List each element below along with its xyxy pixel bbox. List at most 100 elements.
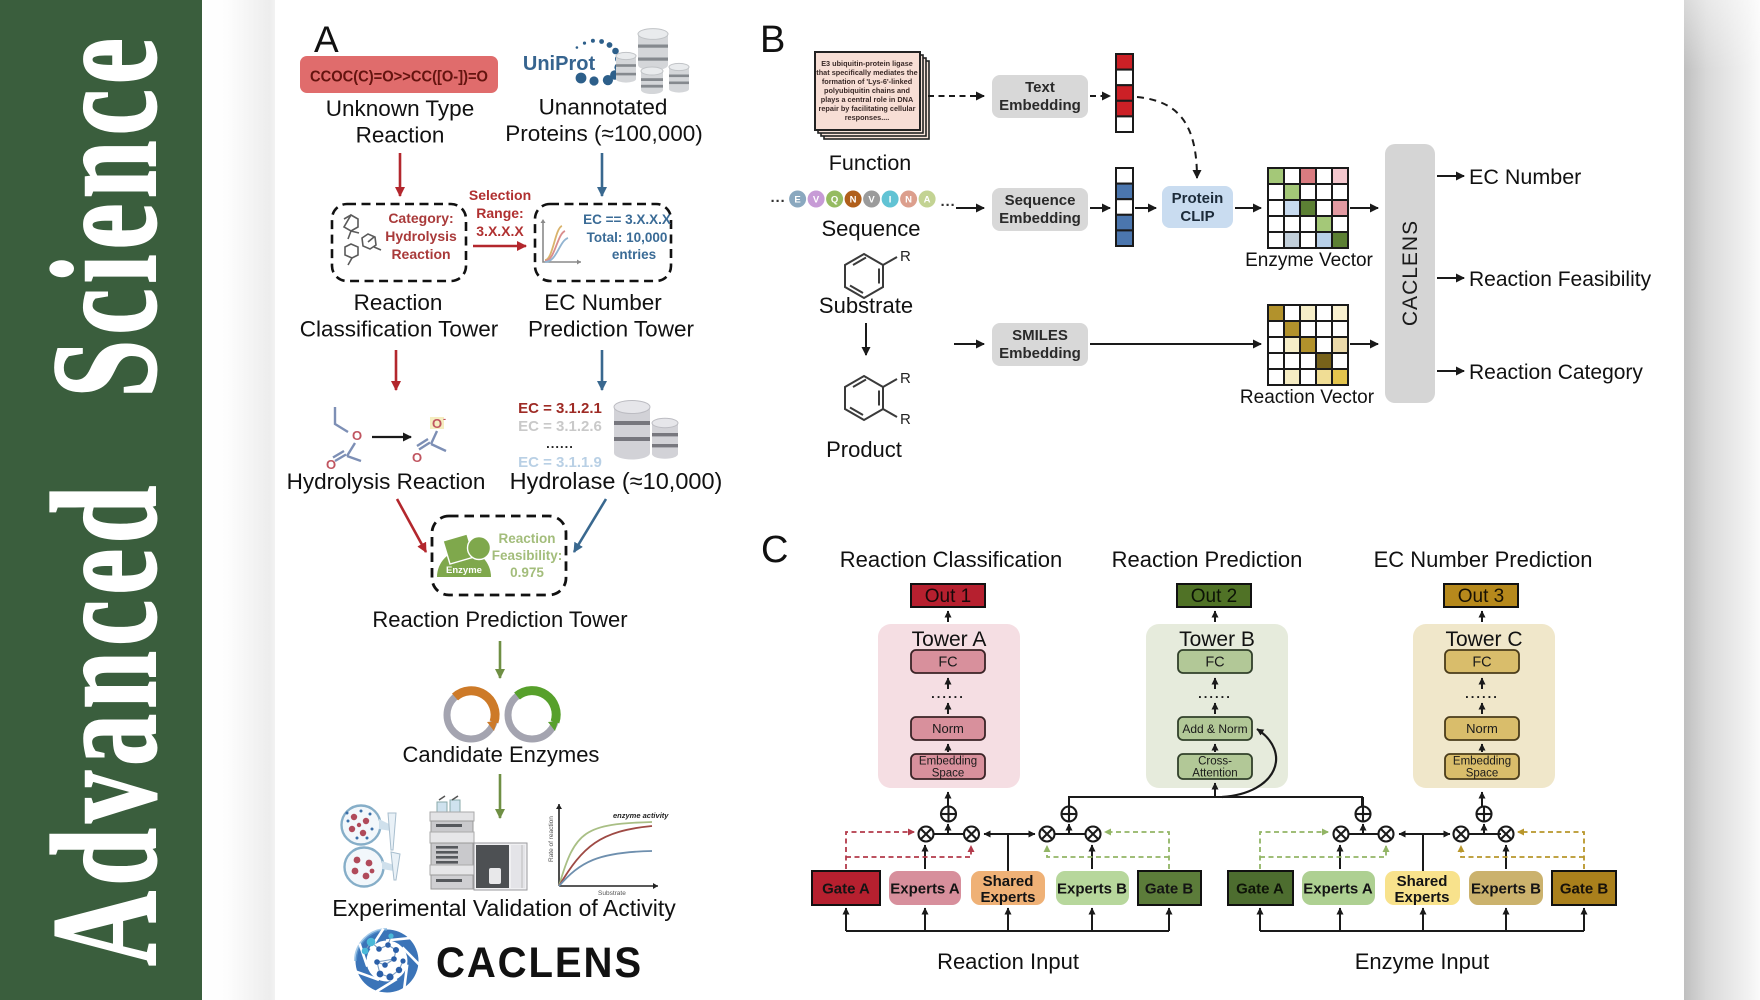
svg-text:E3 ubiquitin-protein ligase: E3 ubiquitin-protein ligase xyxy=(821,59,913,68)
svg-text:Reaction Category: Reaction Category xyxy=(1469,361,1643,384)
svg-text:Add & Norm: Add & Norm xyxy=(1182,722,1247,736)
svg-text:Candidate Enzymes: Candidate Enzymes xyxy=(403,742,600,767)
svg-text:Protein: Protein xyxy=(1172,190,1224,207)
svg-text:Advanced Science: Advanced Science xyxy=(22,38,188,966)
svg-text:Embedding: Embedding xyxy=(999,210,1081,227)
svg-text:Hydrolysis: Hydrolysis xyxy=(385,228,457,244)
svg-text:Reaction Prediction: Reaction Prediction xyxy=(1112,547,1303,572)
svg-text:I: I xyxy=(889,194,892,205)
svg-text:Substrate: Substrate xyxy=(598,890,626,897)
svg-text:O: O xyxy=(326,457,336,472)
svg-text:-: - xyxy=(443,414,446,424)
svg-text:EC Number: EC Number xyxy=(1469,165,1581,189)
svg-text:repair by facilitating cellula: repair by facilitating cellular xyxy=(819,104,916,113)
svg-text:O: O xyxy=(412,450,422,465)
svg-text:Tower A: Tower A xyxy=(912,628,987,651)
svg-text:Gate A: Gate A xyxy=(822,881,870,898)
svg-text:Out 3: Out 3 xyxy=(1458,586,1504,607)
svg-text:R: R xyxy=(900,411,911,428)
svg-text:A: A xyxy=(924,194,931,205)
svg-text:Reaction Prediction Tower: Reaction Prediction Tower xyxy=(372,607,627,632)
svg-text:Gate A: Gate A xyxy=(1236,881,1284,898)
svg-text:Hydrolysis Reaction: Hydrolysis Reaction xyxy=(287,469,486,494)
svg-text:Cross-: Cross- xyxy=(1198,756,1232,768)
svg-text:Tower B: Tower B xyxy=(1179,628,1255,651)
svg-text:Product: Product xyxy=(826,437,902,462)
svg-text:EC = 3.1.1.9: EC = 3.1.1.9 xyxy=(518,454,602,471)
svg-text:EC Number: EC Number xyxy=(544,290,662,315)
svg-text:Rate of reaction: Rate of reaction xyxy=(548,816,555,862)
svg-text:EC = 3.1.2.1: EC = 3.1.2.1 xyxy=(518,400,602,417)
svg-text:Tower C: Tower C xyxy=(1445,628,1522,651)
svg-text:Sequence: Sequence xyxy=(1005,192,1076,209)
svg-text:Attention: Attention xyxy=(1192,768,1237,780)
svg-text:Embedding: Embedding xyxy=(999,345,1081,362)
svg-text:N: N xyxy=(905,194,912,205)
svg-text:CCOC(C)=O>>CC([O-])=O: CCOC(C)=O>>CC([O-])=O xyxy=(310,69,488,86)
svg-text:3.X.X.X: 3.X.X.X xyxy=(476,223,524,239)
svg-text:B: B xyxy=(760,19,785,61)
svg-text:......: ...... xyxy=(1465,686,1499,701)
svg-text:Reaction Vector: Reaction Vector xyxy=(1240,387,1375,408)
svg-text:V: V xyxy=(868,194,875,205)
svg-text:FC: FC xyxy=(1205,655,1224,671)
svg-text:N: N xyxy=(850,194,857,205)
svg-text:Range:: Range: xyxy=(476,205,523,221)
svg-text:Embedding: Embedding xyxy=(999,97,1081,114)
svg-text:···: ··· xyxy=(771,193,786,210)
svg-text:CLIP: CLIP xyxy=(1180,208,1214,225)
svg-text:V: V xyxy=(813,194,820,205)
svg-text:R: R xyxy=(900,370,911,387)
svg-text:Experts A: Experts A xyxy=(890,881,960,898)
svg-text:Unannotated: Unannotated xyxy=(539,95,668,120)
svg-text:Experimental Validation of Act: Experimental Validation of Activity xyxy=(332,895,676,921)
svg-text:Out 2: Out 2 xyxy=(1191,586,1237,607)
svg-text:formation of 'Lys-6'-linked: formation of 'Lys-6'-linked xyxy=(822,77,912,86)
svg-text:Reaction: Reaction xyxy=(356,123,445,148)
svg-text:O: O xyxy=(432,416,442,431)
svg-text:Proteins (≈100,000): Proteins (≈100,000) xyxy=(505,121,702,146)
svg-text:Function: Function xyxy=(829,151,911,175)
svg-text:Enzyme Vector: Enzyme Vector xyxy=(1245,250,1373,271)
svg-text:EC = 3.1.2.6: EC = 3.1.2.6 xyxy=(518,418,602,435)
svg-text:CACLENS: CACLENS xyxy=(1399,220,1422,326)
svg-text:Enzyme: Enzyme xyxy=(446,565,482,576)
svg-text:A: A xyxy=(314,19,339,60)
svg-text:Classification Tower: Classification Tower xyxy=(300,317,499,342)
svg-text:......: ...... xyxy=(1198,686,1232,701)
svg-text:Reaction Input: Reaction Input xyxy=(937,949,1079,974)
svg-text:Text: Text xyxy=(1025,79,1055,96)
svg-text:entries: entries xyxy=(612,247,656,262)
svg-text:Experts B: Experts B xyxy=(1471,881,1541,898)
svg-text:Reaction: Reaction xyxy=(498,531,555,546)
svg-text:Experts: Experts xyxy=(1394,889,1449,906)
svg-text:......: ...... xyxy=(546,436,574,451)
svg-text:Reaction: Reaction xyxy=(354,290,443,315)
svg-text:enzyme activity: enzyme activity xyxy=(613,811,669,820)
svg-text:SMILES: SMILES xyxy=(1012,327,1068,344)
svg-text:EC == 3.X.X.X: EC == 3.X.X.X xyxy=(583,212,671,227)
svg-text:C: C xyxy=(761,529,788,571)
svg-text:O: O xyxy=(352,428,362,443)
svg-text:Reaction Classification: Reaction Classification xyxy=(840,547,1063,572)
svg-text:Space: Space xyxy=(1466,768,1499,780)
svg-text:Hydrolase (≈10,000): Hydrolase (≈10,000) xyxy=(510,468,723,494)
svg-text:Gate B: Gate B xyxy=(1560,881,1609,898)
svg-text:that specifically mediates the: that specifically mediates the xyxy=(816,68,917,77)
svg-text:R: R xyxy=(900,248,911,265)
svg-text:Substrate: Substrate xyxy=(819,293,913,318)
svg-text:......: ...... xyxy=(931,686,965,701)
svg-text:E: E xyxy=(794,194,800,205)
svg-text:···: ··· xyxy=(941,197,956,214)
svg-text:EC Number Prediction: EC Number Prediction xyxy=(1374,547,1593,572)
svg-text:polyubiquitin chains and: polyubiquitin chains and xyxy=(824,86,910,95)
svg-text:UniProt: UniProt xyxy=(523,53,596,75)
svg-text:Category:: Category: xyxy=(388,210,453,226)
svg-text:Total: 10,000: Total: 10,000 xyxy=(587,230,668,245)
svg-text:0.975: 0.975 xyxy=(510,565,544,580)
svg-text:plays a central role in DNA: plays a central role in DNA xyxy=(821,95,914,104)
svg-text:Feasibility:: Feasibility: xyxy=(492,548,563,563)
svg-text:Norm: Norm xyxy=(932,721,964,736)
svg-text:Experts: Experts xyxy=(980,889,1035,906)
svg-text:Norm: Norm xyxy=(1466,721,1498,736)
